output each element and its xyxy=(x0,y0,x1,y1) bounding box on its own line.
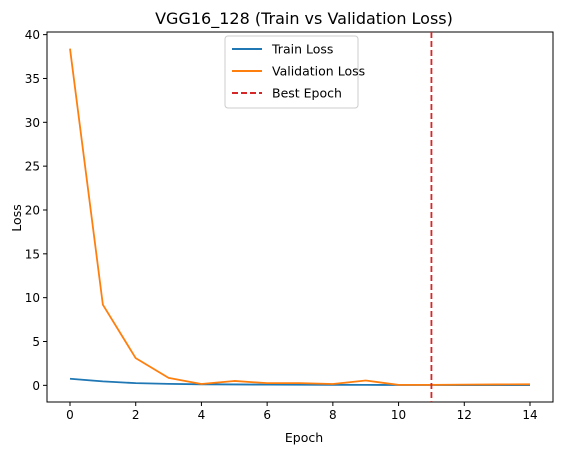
x-tick-label: 6 xyxy=(263,408,271,422)
y-tick-label: 5 xyxy=(32,335,40,349)
x-tick-label: 14 xyxy=(522,408,537,422)
x-tick-label: 12 xyxy=(457,408,472,422)
y-tick-label: 10 xyxy=(25,291,40,305)
x-axis: 0 2 4 6 8 10 12 14 xyxy=(66,402,538,422)
y-axis-label: Loss xyxy=(9,204,24,231)
y-tick-label: 35 xyxy=(25,72,40,86)
x-axis-label: Epoch xyxy=(285,430,323,445)
y-tick-label: 0 xyxy=(32,379,40,393)
y-tick-label: 25 xyxy=(25,160,40,174)
x-tick-label: 4 xyxy=(198,408,206,422)
legend-label-validation-loss: Validation Loss xyxy=(272,64,365,79)
x-tick-label: 8 xyxy=(329,408,337,422)
y-tick-label: 15 xyxy=(25,247,40,261)
x-tick-label: 2 xyxy=(132,408,140,422)
x-tick-label: 0 xyxy=(66,408,74,422)
chart-title: VGG16_128 (Train vs Validation Loss) xyxy=(155,9,453,29)
legend: Train Loss Validation Loss Best Epoch xyxy=(224,35,365,109)
plot-area: 0 2 4 6 8 10 12 14 0 5 10 15 20 25 30 35 40 xyxy=(25,28,554,422)
legend-label-train-loss: Train Loss xyxy=(271,42,333,57)
axes-frame xyxy=(46,31,554,403)
y-tick-label: 40 xyxy=(25,28,40,42)
y-tick-label: 20 xyxy=(25,203,40,217)
series-layer xyxy=(69,48,531,386)
legend-label-best-epoch: Best Epoch xyxy=(272,86,342,101)
legend-frame xyxy=(224,35,359,109)
y-tick-label: 30 xyxy=(25,116,40,130)
series-line-validation-loss xyxy=(69,48,531,386)
x-tick-label: 10 xyxy=(391,408,406,422)
y-axis: 0 5 10 15 20 25 30 35 40 xyxy=(25,28,47,393)
